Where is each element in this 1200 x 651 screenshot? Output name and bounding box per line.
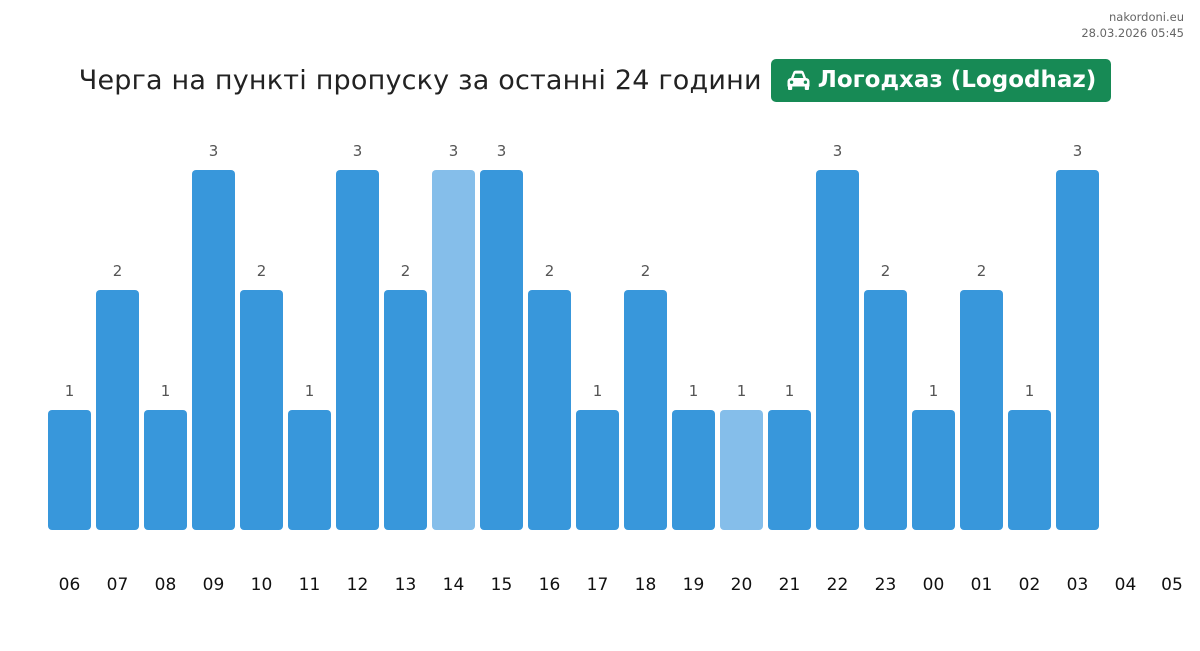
data-label-16: 2 bbox=[545, 262, 555, 280]
x-tick-13: 13 bbox=[395, 575, 417, 595]
x-tick-14: 14 bbox=[443, 575, 465, 595]
bar-06 bbox=[48, 410, 91, 530]
bar-19 bbox=[672, 410, 715, 530]
source-timestamp: 28.03.2026 05:45 bbox=[1081, 26, 1184, 40]
bar-10 bbox=[240, 290, 283, 530]
x-tick-05: 05 bbox=[1161, 575, 1183, 595]
data-label-03: 3 bbox=[1073, 142, 1083, 160]
data-label-12: 3 bbox=[353, 142, 363, 160]
car-icon bbox=[787, 70, 810, 90]
data-label-23: 2 bbox=[881, 262, 891, 280]
checkpoint-badge: Логодхаз (Logodhaz) bbox=[770, 58, 1112, 102]
x-tick-03: 03 bbox=[1067, 575, 1089, 595]
data-label-09: 3 bbox=[209, 142, 219, 160]
source-site: nakordoni.eu bbox=[1109, 10, 1184, 24]
x-tick-21: 21 bbox=[779, 575, 801, 595]
data-label-22: 3 bbox=[833, 142, 843, 160]
data-label-21: 1 bbox=[785, 382, 795, 400]
data-label-06: 1 bbox=[65, 382, 75, 400]
bar-07 bbox=[96, 290, 139, 530]
bar-15 bbox=[480, 170, 523, 530]
x-tick-12: 12 bbox=[347, 575, 369, 595]
data-label-15: 3 bbox=[497, 142, 507, 160]
bar-17 bbox=[576, 410, 619, 530]
data-label-17: 1 bbox=[593, 382, 603, 400]
x-tick-11: 11 bbox=[299, 575, 321, 595]
bar-18 bbox=[624, 290, 667, 530]
x-tick-17: 17 bbox=[587, 575, 609, 595]
x-tick-15: 15 bbox=[491, 575, 513, 595]
bar-02 bbox=[1008, 410, 1051, 530]
x-tick-09: 09 bbox=[203, 575, 225, 595]
data-label-20: 1 bbox=[737, 382, 747, 400]
data-label-07: 2 bbox=[113, 262, 123, 280]
x-tick-16: 16 bbox=[539, 575, 561, 595]
x-tick-08: 08 bbox=[155, 575, 177, 595]
bar-03 bbox=[1056, 170, 1099, 530]
x-tick-10: 10 bbox=[251, 575, 273, 595]
bar-08 bbox=[144, 410, 187, 530]
chart-title: Черга на пункті пропуску за останні 24 г… bbox=[78, 64, 762, 96]
bar-09 bbox=[192, 170, 235, 530]
checkpoint-name: Логодхаз (Logodhaz) bbox=[817, 67, 1097, 93]
bar-21 bbox=[768, 410, 811, 530]
chart-header: Черга на пункті пропуску за останні 24 г… bbox=[0, 58, 1200, 102]
x-tick-01: 01 bbox=[971, 575, 993, 595]
x-tick-18: 18 bbox=[635, 575, 657, 595]
bar-11 bbox=[288, 410, 331, 530]
bar-23 bbox=[864, 290, 907, 530]
bar-14 bbox=[432, 170, 475, 530]
data-label-11: 1 bbox=[305, 382, 315, 400]
x-tick-04: 04 bbox=[1115, 575, 1137, 595]
bar-00 bbox=[912, 410, 955, 530]
x-tick-07: 07 bbox=[107, 575, 129, 595]
bar-12 bbox=[336, 170, 379, 530]
data-label-02: 1 bbox=[1025, 382, 1035, 400]
x-tick-06: 06 bbox=[59, 575, 81, 595]
x-tick-00: 00 bbox=[923, 575, 945, 595]
data-label-14: 3 bbox=[449, 142, 459, 160]
bar-16 bbox=[528, 290, 571, 530]
data-label-00: 1 bbox=[929, 382, 939, 400]
data-label-08: 1 bbox=[161, 382, 171, 400]
bar-22 bbox=[816, 170, 859, 530]
data-label-19: 1 bbox=[689, 382, 699, 400]
x-tick-23: 23 bbox=[875, 575, 897, 595]
x-tick-02: 02 bbox=[1019, 575, 1041, 595]
data-label-01: 2 bbox=[977, 262, 987, 280]
x-tick-20: 20 bbox=[731, 575, 753, 595]
bar-20 bbox=[720, 410, 763, 530]
bar-01 bbox=[960, 290, 1003, 530]
data-label-10: 2 bbox=[257, 262, 267, 280]
source-info: nakordoni.eu 28.03.2026 05:45 bbox=[1081, 9, 1184, 41]
bar-13 bbox=[384, 290, 427, 530]
x-tick-19: 19 bbox=[683, 575, 705, 595]
data-label-13: 2 bbox=[401, 262, 411, 280]
x-tick-22: 22 bbox=[827, 575, 849, 595]
data-label-18: 2 bbox=[641, 262, 651, 280]
